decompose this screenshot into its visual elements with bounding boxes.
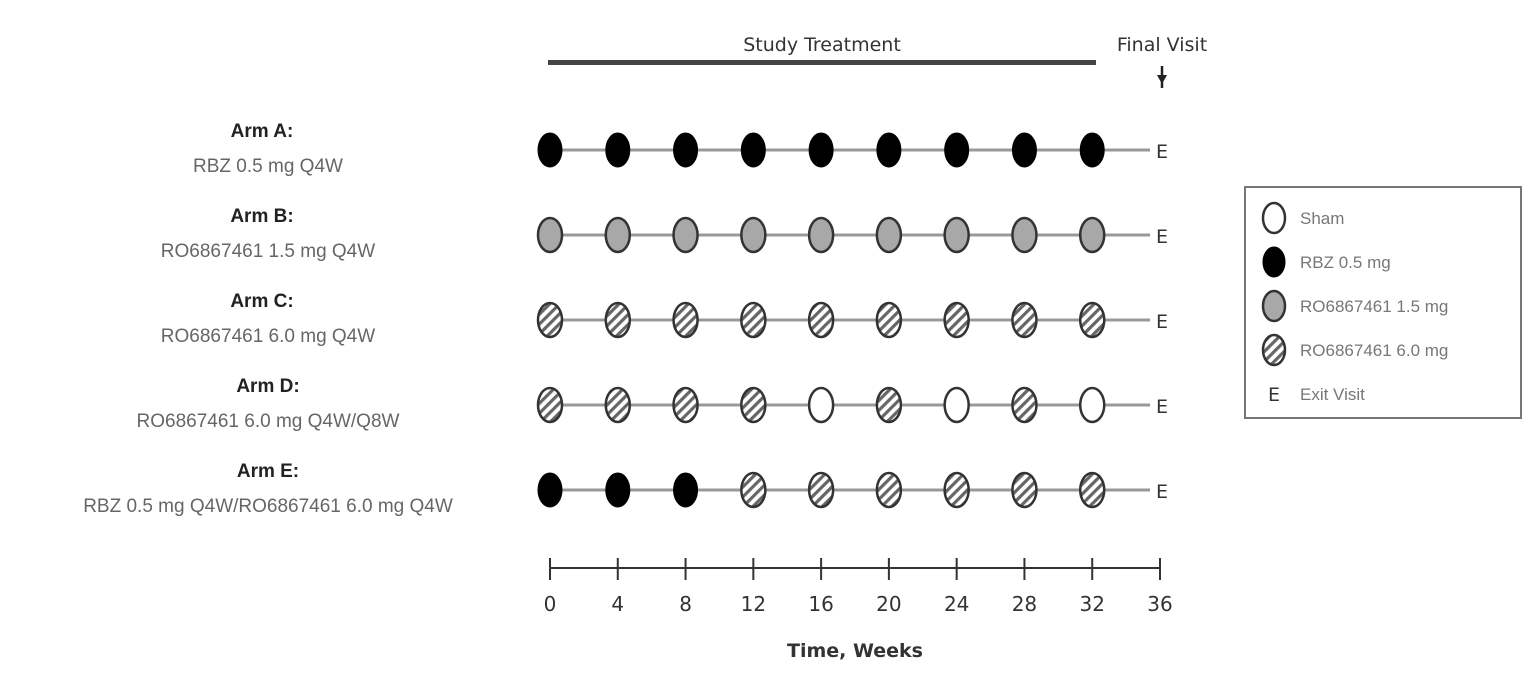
exit-visit-marker: E xyxy=(1156,396,1168,418)
legend-item-rbz: RBZ 0.5 mg xyxy=(1262,246,1391,278)
legend-label: RBZ 0.5 mg xyxy=(1300,253,1391,272)
arm-description: RBZ 0.5 mg Q4W/RO6867461 6.0 mg Q4W xyxy=(83,496,453,517)
dose-marker-ro6 xyxy=(672,386,699,424)
dose-marker-ro6 xyxy=(875,471,903,509)
dose-marker-ro6 xyxy=(1011,301,1038,339)
dose-marker-ro15 xyxy=(536,216,564,254)
dose-marker-ro6 xyxy=(1078,301,1106,339)
dose-marker-ro6 xyxy=(807,471,835,509)
dose-marker-ro15 xyxy=(672,216,699,254)
dose-marker-sham xyxy=(807,386,835,424)
study-treatment-label: Study Treatment xyxy=(743,34,901,56)
dose-marker-sham xyxy=(1078,386,1106,424)
exit-visit-marker: E xyxy=(1156,311,1168,333)
dose-marker-ro6 xyxy=(1078,471,1106,509)
dose-marker-rbz xyxy=(740,132,766,168)
exit-visit-marker: E xyxy=(1156,481,1168,503)
dose-marker-ro6 xyxy=(1011,471,1038,509)
dose-marker-ro6 xyxy=(604,386,632,424)
arm-description: RO6867461 6.0 mg Q4W/Q8W xyxy=(137,411,400,432)
legend-item-ro15: RO6867461 1.5 mg xyxy=(1261,289,1448,323)
dose-marker-ro6 xyxy=(943,471,970,509)
dose-marker-rbz xyxy=(1011,132,1037,168)
dose-marker-sham xyxy=(943,386,970,424)
dose-marker-rbz xyxy=(537,472,563,508)
axis-tick-label: 32 xyxy=(1079,592,1104,616)
arm-name: Arm C: xyxy=(230,291,293,312)
ro6-marker-icon xyxy=(1261,333,1287,367)
dose-marker-ro15 xyxy=(1078,216,1106,254)
legend: Sham RBZ 0.5 mg RO6867461 1.5 mg RO6867461 … xyxy=(1261,201,1448,406)
dose-marker-ro6 xyxy=(740,386,767,424)
dose-marker-ro6 xyxy=(672,301,699,339)
exit-visit-marker: E xyxy=(1156,141,1168,163)
dose-marker-ro15 xyxy=(875,216,903,254)
arm-name: Arm E: xyxy=(237,461,299,482)
axis-tick-label: 8 xyxy=(679,592,692,616)
axis-tick-label: 4 xyxy=(611,592,624,616)
legend-item-ro6: RO6867461 6.0 mg xyxy=(1261,333,1448,367)
dose-marker-ro15 xyxy=(943,216,970,254)
dose-marker-ro6 xyxy=(536,301,564,339)
arm-row: Arm A: RBZ 0.5 mg Q4W E xyxy=(193,121,1168,177)
legend-label: RO6867461 6.0 mg xyxy=(1300,341,1448,360)
dose-marker-ro15 xyxy=(740,216,767,254)
dose-marker-rbz xyxy=(605,132,631,168)
study-treatment-bar xyxy=(548,60,1096,65)
axis-tick-label: 24 xyxy=(944,592,969,616)
dose-marker-ro6 xyxy=(604,301,632,339)
dose-marker-ro15 xyxy=(604,216,632,254)
axis-title: Time, Weeks xyxy=(787,640,923,662)
axis-tick-label: 0 xyxy=(544,592,557,616)
legend-box xyxy=(1244,186,1522,419)
arm-description: RO6867461 1.5 mg Q4W xyxy=(161,241,375,262)
arm-name: Arm A: xyxy=(231,121,294,142)
exit-icon: E xyxy=(1268,384,1280,406)
axis-tick-label: 36 xyxy=(1147,592,1172,616)
dose-marker-ro6 xyxy=(943,301,970,339)
rbz-marker-icon xyxy=(1262,246,1286,278)
arm-name: Arm D: xyxy=(236,376,299,397)
dose-marker-ro6 xyxy=(875,301,903,339)
ro15-marker-icon xyxy=(1261,289,1287,323)
arm-row: Arm B: RO6867461 1.5 mg Q4W E xyxy=(161,206,1168,262)
arm-row: Arm C: RO6867461 6.0 mg Q4W E xyxy=(161,291,1168,347)
dose-marker-ro6 xyxy=(807,301,835,339)
dose-marker-ro6 xyxy=(1011,386,1038,424)
legend-item-exit: E Exit Visit xyxy=(1268,384,1365,406)
arm-row: Arm E: RBZ 0.5 mg Q4W/RO6867461 6.0 mg Q4… xyxy=(83,461,1168,517)
arm-name: Arm B: xyxy=(230,206,293,227)
axis-tick-label: 20 xyxy=(876,592,901,616)
dose-marker-rbz xyxy=(1079,132,1105,168)
axis-tick-label: 12 xyxy=(741,592,766,616)
legend-label: RO6867461 1.5 mg xyxy=(1300,297,1448,316)
dose-marker-rbz xyxy=(944,132,970,168)
axis-tick-label: 16 xyxy=(808,592,833,616)
arm-description: RBZ 0.5 mg Q4W xyxy=(193,156,343,177)
dose-marker-ro6 xyxy=(536,386,564,424)
dose-marker-ro6 xyxy=(875,386,903,424)
dose-marker-rbz xyxy=(673,132,699,168)
dose-marker-rbz xyxy=(808,132,834,168)
dose-marker-ro15 xyxy=(807,216,835,254)
dose-marker-ro6 xyxy=(740,301,767,339)
final-visit-arrow-icon xyxy=(1157,66,1167,88)
dose-marker-rbz xyxy=(537,132,563,168)
exit-visit-marker: E xyxy=(1156,226,1168,248)
arm-row: Arm D: RO6867461 6.0 mg Q4W/Q8W E xyxy=(137,376,1168,432)
dose-marker-ro15 xyxy=(1011,216,1038,254)
dose-marker-ro6 xyxy=(740,471,767,509)
axis-tick-label: 28 xyxy=(1012,592,1037,616)
final-visit-label: Final Visit xyxy=(1117,34,1207,56)
sham-marker-icon xyxy=(1261,201,1287,235)
legend-label: Exit Visit xyxy=(1300,385,1365,404)
dose-marker-rbz xyxy=(673,472,699,508)
dose-marker-rbz xyxy=(876,132,902,168)
legend-label: Sham xyxy=(1300,209,1344,228)
dose-marker-rbz xyxy=(605,472,631,508)
time-axis: 0 4 8 12 16 20 24 28 32 36 xyxy=(544,558,1173,616)
legend-item-sham: Sham xyxy=(1261,201,1344,235)
arm-description: RO6867461 6.0 mg Q4W xyxy=(161,326,375,347)
